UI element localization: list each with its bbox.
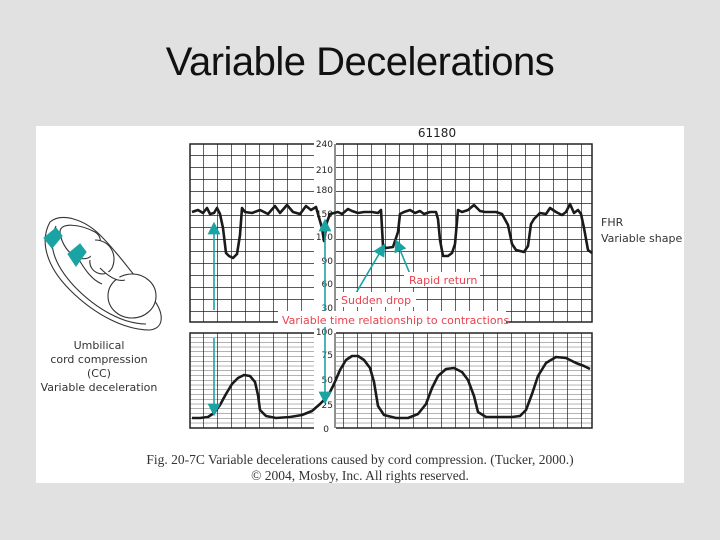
- svg-text:90: 90: [322, 257, 334, 267]
- fhr-label: FHR: [601, 216, 624, 229]
- strip-id: 61180: [418, 126, 456, 140]
- svg-text:25: 25: [322, 401, 333, 411]
- rapid-return-label: Rapid return: [409, 274, 477, 287]
- time-relationship-label: Variable time relationship to contractio…: [282, 314, 510, 327]
- uc-trace: [192, 354, 591, 420]
- fhr-grid: [189, 140, 593, 326]
- illustration-label-2: cord compression: [50, 353, 147, 366]
- svg-text:150: 150: [316, 210, 333, 220]
- variable-shape-label: Variable shape: [601, 232, 682, 245]
- sudden-drop-label: Sudden drop: [341, 294, 411, 307]
- slide-title: Variable Decelerations: [165, 40, 555, 84]
- fetus-in-uterus-cord-compression-icon: [43, 217, 162, 331]
- svg-text:240: 240: [316, 140, 333, 150]
- illustration-label-4: Variable deceleration: [41, 381, 158, 394]
- illustration-label-3: (CC): [87, 367, 111, 380]
- copyright-line: © 2004, Mosby, Inc. All rights reserved.: [251, 468, 469, 483]
- svg-text:60: 60: [322, 280, 334, 290]
- contraction-fhr-arrows: [207, 218, 411, 417]
- svg-text:75: 75: [322, 351, 333, 361]
- figure-caption: Fig. 20-7C Variable decelerations caused…: [146, 452, 574, 467]
- illustration-label-1: Umbilical: [74, 339, 125, 352]
- svg-text:50: 50: [322, 376, 334, 386]
- svg-text:210: 210: [316, 166, 333, 176]
- svg-text:0: 0: [323, 425, 329, 435]
- svg-text:180: 180: [316, 186, 333, 196]
- fhr-trace: [191, 202, 593, 260]
- svg-text:30: 30: [322, 304, 334, 314]
